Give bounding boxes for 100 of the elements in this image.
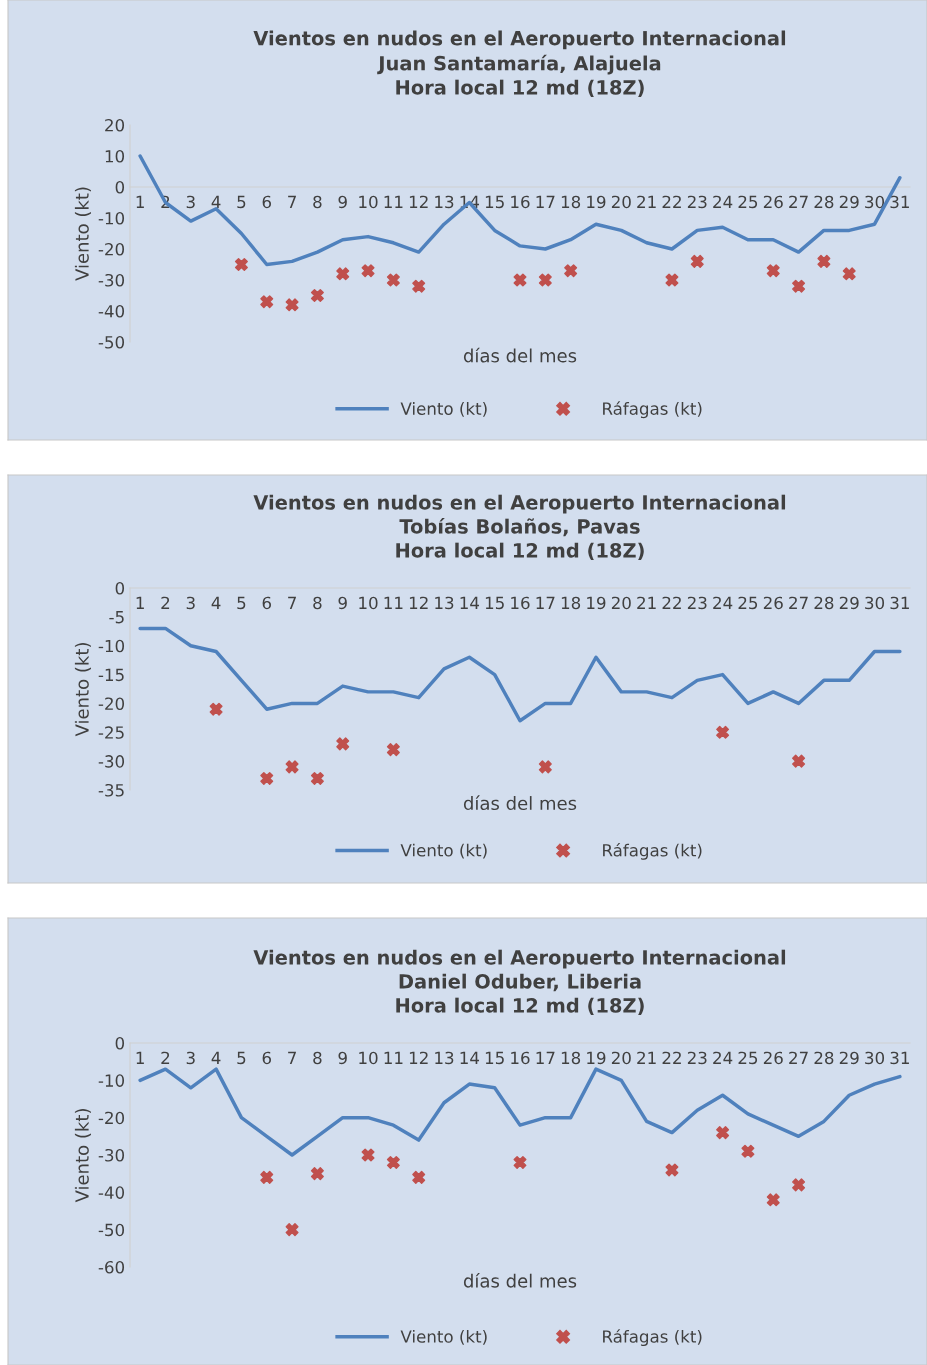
y-tick-label: 10 (105, 149, 125, 163)
x-tick-label: 17 (536, 596, 555, 609)
x-tick-label: 17 (536, 1051, 555, 1064)
x-tick-label: 18 (561, 195, 581, 209)
line-series (138, 626, 902, 723)
x-tick-label: 22 (662, 596, 681, 609)
point (817, 254, 831, 268)
x-tick-label: 20 (611, 195, 631, 209)
point (766, 264, 780, 278)
x-tick-label: 16 (511, 1051, 530, 1065)
x-tick-label: 23 (687, 195, 707, 209)
x-tick-label: 8 (313, 596, 322, 610)
x-tick-label: 5 (237, 596, 246, 610)
point (716, 1126, 730, 1140)
y-tick-label: -50 (98, 1223, 125, 1237)
y-tick-label: -40 (98, 1186, 125, 1199)
x-tick-label: 24 (713, 596, 733, 609)
x-tick-label: 24 (713, 1051, 733, 1064)
y-tick-label: -30 (98, 1148, 125, 1162)
y-tick-label: -40 (98, 304, 125, 318)
x-tick-label: 31 (890, 596, 909, 610)
y-tick-label: -35 (98, 783, 124, 797)
x-tick-label: 5 (237, 195, 246, 209)
x-tick-label: 7 (288, 1051, 296, 1064)
x-tick-label: 2 (161, 596, 170, 609)
x-tick-label: 15 (485, 195, 504, 209)
y-tick-label: -5 (109, 611, 124, 624)
y-axis-title: Viento (kt) (74, 1109, 91, 1203)
point (285, 298, 299, 312)
x-tick-label: 21 (637, 195, 656, 208)
point (361, 1148, 375, 1162)
point (716, 725, 730, 739)
x-tick-label: 6 (262, 195, 272, 209)
legend-label: Viento (kt) (400, 402, 487, 417)
y-tick-label: -60 (98, 1260, 125, 1274)
point (792, 279, 806, 293)
x-tick-label: 26 (763, 1051, 783, 1065)
point (260, 295, 274, 309)
x-tick-label: 8 (313, 195, 322, 209)
x-tick-label: 13 (435, 195, 454, 209)
x-tick-label: 12 (409, 195, 428, 208)
x-tick-label: 8 (313, 1051, 322, 1065)
x-axis-title: días del mes (463, 1273, 577, 1288)
point (766, 1193, 780, 1207)
x-tick-label: 13 (435, 596, 454, 610)
y-tick-label: -15 (98, 668, 124, 682)
x-tick-label: 11 (384, 195, 403, 208)
point (538, 273, 552, 287)
x-tick-label: 1 (136, 195, 144, 208)
point (665, 273, 679, 287)
x-tick-label: 26 (763, 596, 783, 610)
x-tick-label: 31 (890, 195, 909, 209)
point (386, 743, 400, 757)
y-tick-label: 0 (115, 180, 125, 194)
point (792, 1178, 806, 1192)
point (209, 702, 223, 716)
x-tick-label: 17 (536, 195, 555, 208)
legend-label: Ráfagas (kt) (603, 1329, 702, 1347)
point (564, 264, 578, 278)
point (361, 264, 375, 278)
point (260, 1170, 274, 1184)
x-tick-label: 25 (738, 1051, 758, 1065)
x-tick-label: 2 (161, 1051, 170, 1064)
point (285, 760, 299, 774)
point (336, 267, 350, 281)
x-tick-label: 13 (435, 1051, 454, 1065)
x-tick-label: 11 (384, 1051, 403, 1064)
x-tick-label: 28 (814, 596, 834, 610)
x-tick-label: 19 (587, 1051, 606, 1065)
x-tick-label: 6 (262, 596, 272, 610)
x-tick-label: 4 (211, 596, 221, 609)
point (310, 1167, 324, 1181)
point (792, 754, 806, 768)
x-tick-label: 30 (865, 195, 885, 209)
x-tick-label: 18 (561, 596, 581, 610)
x-tick-label: 9 (338, 596, 347, 610)
x-tick-label: 1 (136, 596, 144, 609)
x-tick-label: 23 (687, 1051, 707, 1065)
x-tick-label: 29 (839, 195, 859, 209)
x-tick-label: 25 (738, 195, 758, 209)
x-tick-label: 19 (587, 195, 606, 209)
x-tick-label: 18 (561, 1051, 581, 1065)
y-tick-label: -20 (98, 242, 125, 256)
chart-title: Vientos en nudos en el Aeropuerto Internacional Daniel Oduber, Liberia Hora local 12 md (18Z) (253, 949, 786, 1016)
x-tick-label: 12 (409, 596, 428, 609)
legend-label: Ráfagas (kt) (603, 843, 702, 860)
x-tick-label: 29 (839, 1051, 859, 1065)
x-tick-label: 14 (460, 1051, 480, 1064)
x-tick-label: 22 (662, 1051, 681, 1064)
x-tick-label: 11 (384, 596, 403, 609)
y-tick-label: -30 (98, 273, 125, 287)
point (386, 273, 400, 287)
y-tick-label: -10 (98, 1074, 125, 1087)
y-tick-label: -10 (98, 211, 125, 225)
legend-label: Viento (kt) (400, 843, 487, 859)
y-tick-label: 20 (105, 118, 125, 132)
x-tick-label: 16 (511, 596, 530, 610)
x-tick-label: 24 (713, 195, 733, 208)
point (690, 254, 704, 268)
x-tick-label: 27 (789, 195, 808, 208)
